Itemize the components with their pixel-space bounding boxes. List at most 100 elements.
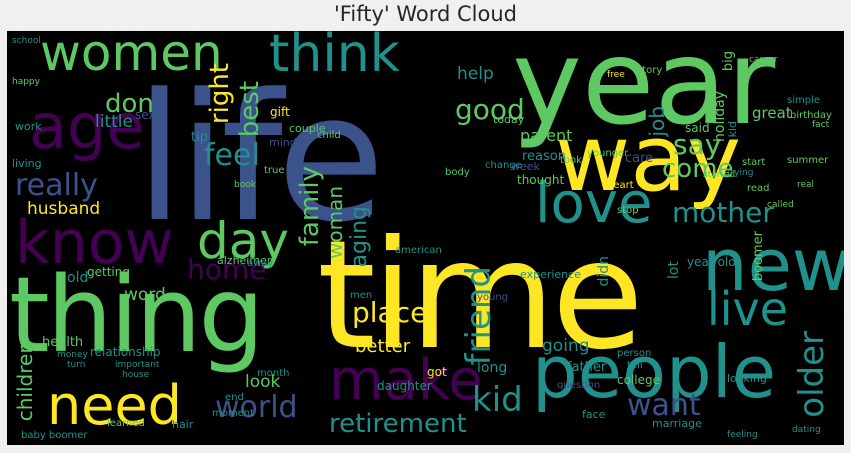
word-day: day (197, 212, 289, 270)
word-body: body (445, 167, 470, 178)
word-start: start (742, 157, 766, 168)
word-health: health (42, 335, 84, 350)
word-month: month (257, 368, 290, 379)
word-looking: looking (727, 372, 767, 385)
word-way: way (555, 105, 742, 212)
word-father: father (567, 360, 607, 375)
word-care: care (625, 151, 654, 166)
word-women: women (40, 31, 223, 82)
word-change: change (485, 160, 522, 171)
word-job: job (645, 106, 669, 137)
word-moment: moment (212, 408, 255, 419)
word-american: american (395, 245, 442, 256)
word-face: face (582, 408, 606, 421)
word-going: going (542, 336, 590, 356)
word-said: said (685, 121, 710, 135)
word-don: don (105, 89, 154, 119)
word-gift: gift (270, 105, 290, 119)
word-help: help (457, 64, 494, 84)
word-kid-vertical: kid (726, 121, 739, 138)
word-live: live (707, 282, 789, 336)
word-didn: didn (596, 256, 612, 287)
word-place: place (352, 296, 428, 329)
word-good: good (455, 93, 525, 126)
word-question: question (557, 380, 601, 391)
word-little: little (95, 112, 133, 132)
word-right: right (205, 63, 235, 125)
word-money: money (57, 350, 88, 360)
word-age: age (29, 90, 145, 163)
word-home: home (187, 253, 267, 286)
word-great: great (752, 104, 792, 122)
word-getting: getting (87, 265, 130, 279)
word-year-old: year old (687, 255, 736, 269)
word-look: look (245, 372, 281, 392)
word-summer: summer (787, 155, 829, 166)
word-new: new (702, 223, 844, 307)
word-birthday: birthday (790, 110, 832, 121)
word-feeling: feeling (727, 430, 758, 440)
word-week: week (511, 160, 540, 173)
word-old: old (67, 270, 89, 286)
word-called: called (767, 200, 794, 210)
word-heart: heart (607, 180, 634, 191)
word-know: know (15, 208, 174, 278)
word-daughter: daughter (377, 379, 432, 393)
word-word: word (124, 285, 166, 305)
word-alzheimer: alzheimer (217, 254, 272, 267)
word-living: living (12, 157, 42, 170)
word-person: person (617, 348, 652, 359)
word-retirement: retirement (329, 409, 467, 439)
word-kid: kid (472, 380, 523, 420)
word-tell: tell (627, 360, 643, 371)
word-marriage: marriage (652, 417, 702, 430)
word-real: real (797, 180, 815, 190)
word-thing: thing (9, 254, 265, 376)
word-world: world (215, 390, 298, 425)
word-cloud: life year time thing way people new know… (7, 31, 844, 445)
word-happy: happy (12, 77, 40, 87)
word-true: true (264, 165, 285, 176)
word-need: need (47, 374, 182, 437)
word-family: family (295, 166, 325, 247)
word-trying: trying (727, 168, 754, 178)
word-woman: woman (323, 186, 347, 260)
word-long: long (477, 360, 508, 376)
word-mother: mother (672, 196, 774, 229)
word-dating: dating (792, 425, 821, 435)
word-experience: experience (520, 268, 581, 281)
word-read: read (747, 183, 770, 194)
word-story: story (637, 65, 663, 76)
word-baby-boomer: baby boomer (21, 430, 88, 441)
word-important: important (115, 360, 160, 370)
word-men: men (350, 290, 373, 301)
word-boomer: boomer (751, 231, 766, 282)
word-couple: couple (289, 122, 326, 135)
word-career: career (749, 55, 778, 65)
word-end: end (225, 392, 244, 403)
word-started: started (703, 170, 736, 180)
word-work: work (15, 120, 42, 133)
word-stop: stop (617, 205, 639, 216)
word-fact: fact (812, 120, 830, 130)
word-sex: sex (135, 108, 156, 122)
word-learned: learned (107, 418, 145, 429)
word-make: make (329, 348, 483, 413)
word-today: today (493, 113, 525, 126)
word-say: say (673, 128, 722, 161)
word-love: love (535, 171, 653, 236)
word-book: book (234, 180, 256, 190)
word-school: school (12, 36, 41, 46)
word-really: really (15, 168, 98, 203)
word-tip: tip (191, 130, 208, 145)
word-husband: husband (27, 199, 101, 219)
word-holiday: holiday (712, 91, 728, 142)
word-children: children (13, 341, 37, 422)
word-turn: turn (67, 360, 86, 370)
word-aging: aging (347, 206, 372, 268)
word-away: away (247, 258, 274, 269)
word-year: year (512, 31, 776, 151)
word-reason: reason (522, 149, 566, 164)
word-took: took (560, 155, 582, 166)
word-college: college (617, 373, 660, 387)
